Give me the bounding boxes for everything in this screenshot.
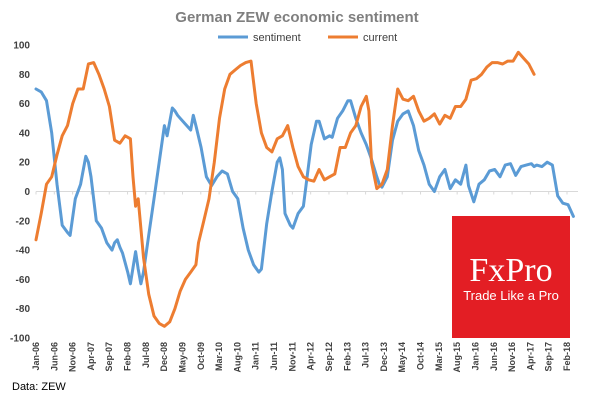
x-tick-label: Oct-09 [196,342,206,370]
x-tick-label: Jan-11 [251,342,261,370]
x-tick-label: Apr-07 [86,342,96,371]
y-tick-label: -80 [16,304,31,315]
y-tick-label: 20 [19,158,31,169]
x-tick-label: May-09 [177,342,187,373]
x-tick-label: Aug-10 [232,342,242,373]
x-tick-label: May-14 [397,342,407,373]
x-tick-label: Jun-11 [269,342,279,371]
x-tick-label: Sep-12 [324,342,334,372]
x-axis: Jan-06 Jun-06 Nov-06 Apr-07 Sep-07 Feb-08 Jul-… [31,191,578,373]
x-tick-label: Dec-13 [379,342,389,372]
y-tick-label: 0 [24,187,30,198]
y-tick-label: 100 [13,41,30,52]
x-tick-label: Jul-13 [361,342,371,368]
x-tick-label: Feb-08 [123,342,133,371]
y-tick-label: -40 [16,246,31,257]
x-tick-label: Nov-11 [287,342,297,372]
legend-label-sentiment: sentiment [253,32,301,44]
x-tick-label: Nov-16 [507,342,517,372]
x-tick-label: Oct-14 [416,342,426,370]
fxpro-logo: FxPro Trade Like a Pro [452,216,570,338]
y-tick-label: 60 [19,99,31,110]
x-tick-label: Mar-15 [434,342,444,371]
x-tick-label: Sep-17 [544,342,554,372]
y-tick-label: 40 [19,128,31,139]
x-tick-label: Feb-18 [562,342,572,371]
x-tick-label: Mar-10 [214,342,224,371]
x-tick-label: Jul-08 [141,342,151,368]
series-line-sentiment [34,87,575,286]
x-tick-label: Jun-16 [489,342,499,371]
legend: sentiment current [218,32,397,44]
series-layer [34,50,575,328]
y-tick-label: -20 [16,216,31,227]
series-line-current [34,50,536,328]
legend-label-current: current [363,32,397,44]
y-axis: -100 -80 -60 -40 -20 0 20 40 60 80 100 [10,41,30,345]
x-tick-label: Jun-06 [49,342,59,371]
data-source-note: Data: ZEW [12,381,66,393]
x-tick-label: Sep-07 [104,342,114,372]
y-tick-label: -100 [10,334,30,345]
logo-brand-text: FxPro [469,252,552,289]
x-tick-label: Jan-06 [31,342,41,371]
x-tick-label: Dec-08 [159,342,169,372]
x-tick-label: Feb-13 [342,342,352,371]
x-tick-label: Aug-15 [452,342,462,373]
x-tick-label: Jan-16 [470,342,480,371]
y-tick-label: 80 [19,70,31,81]
x-tick-label: Apr-17 [525,342,535,371]
x-tick-label: Apr-12 [306,342,316,371]
chart-title: German ZEW economic sentiment [175,9,418,26]
logo-background [452,216,570,338]
x-tick-label: Nov-06 [68,342,78,372]
y-tick-label: -60 [16,275,31,286]
logo-tagline: Trade Like a Pro [463,288,559,303]
